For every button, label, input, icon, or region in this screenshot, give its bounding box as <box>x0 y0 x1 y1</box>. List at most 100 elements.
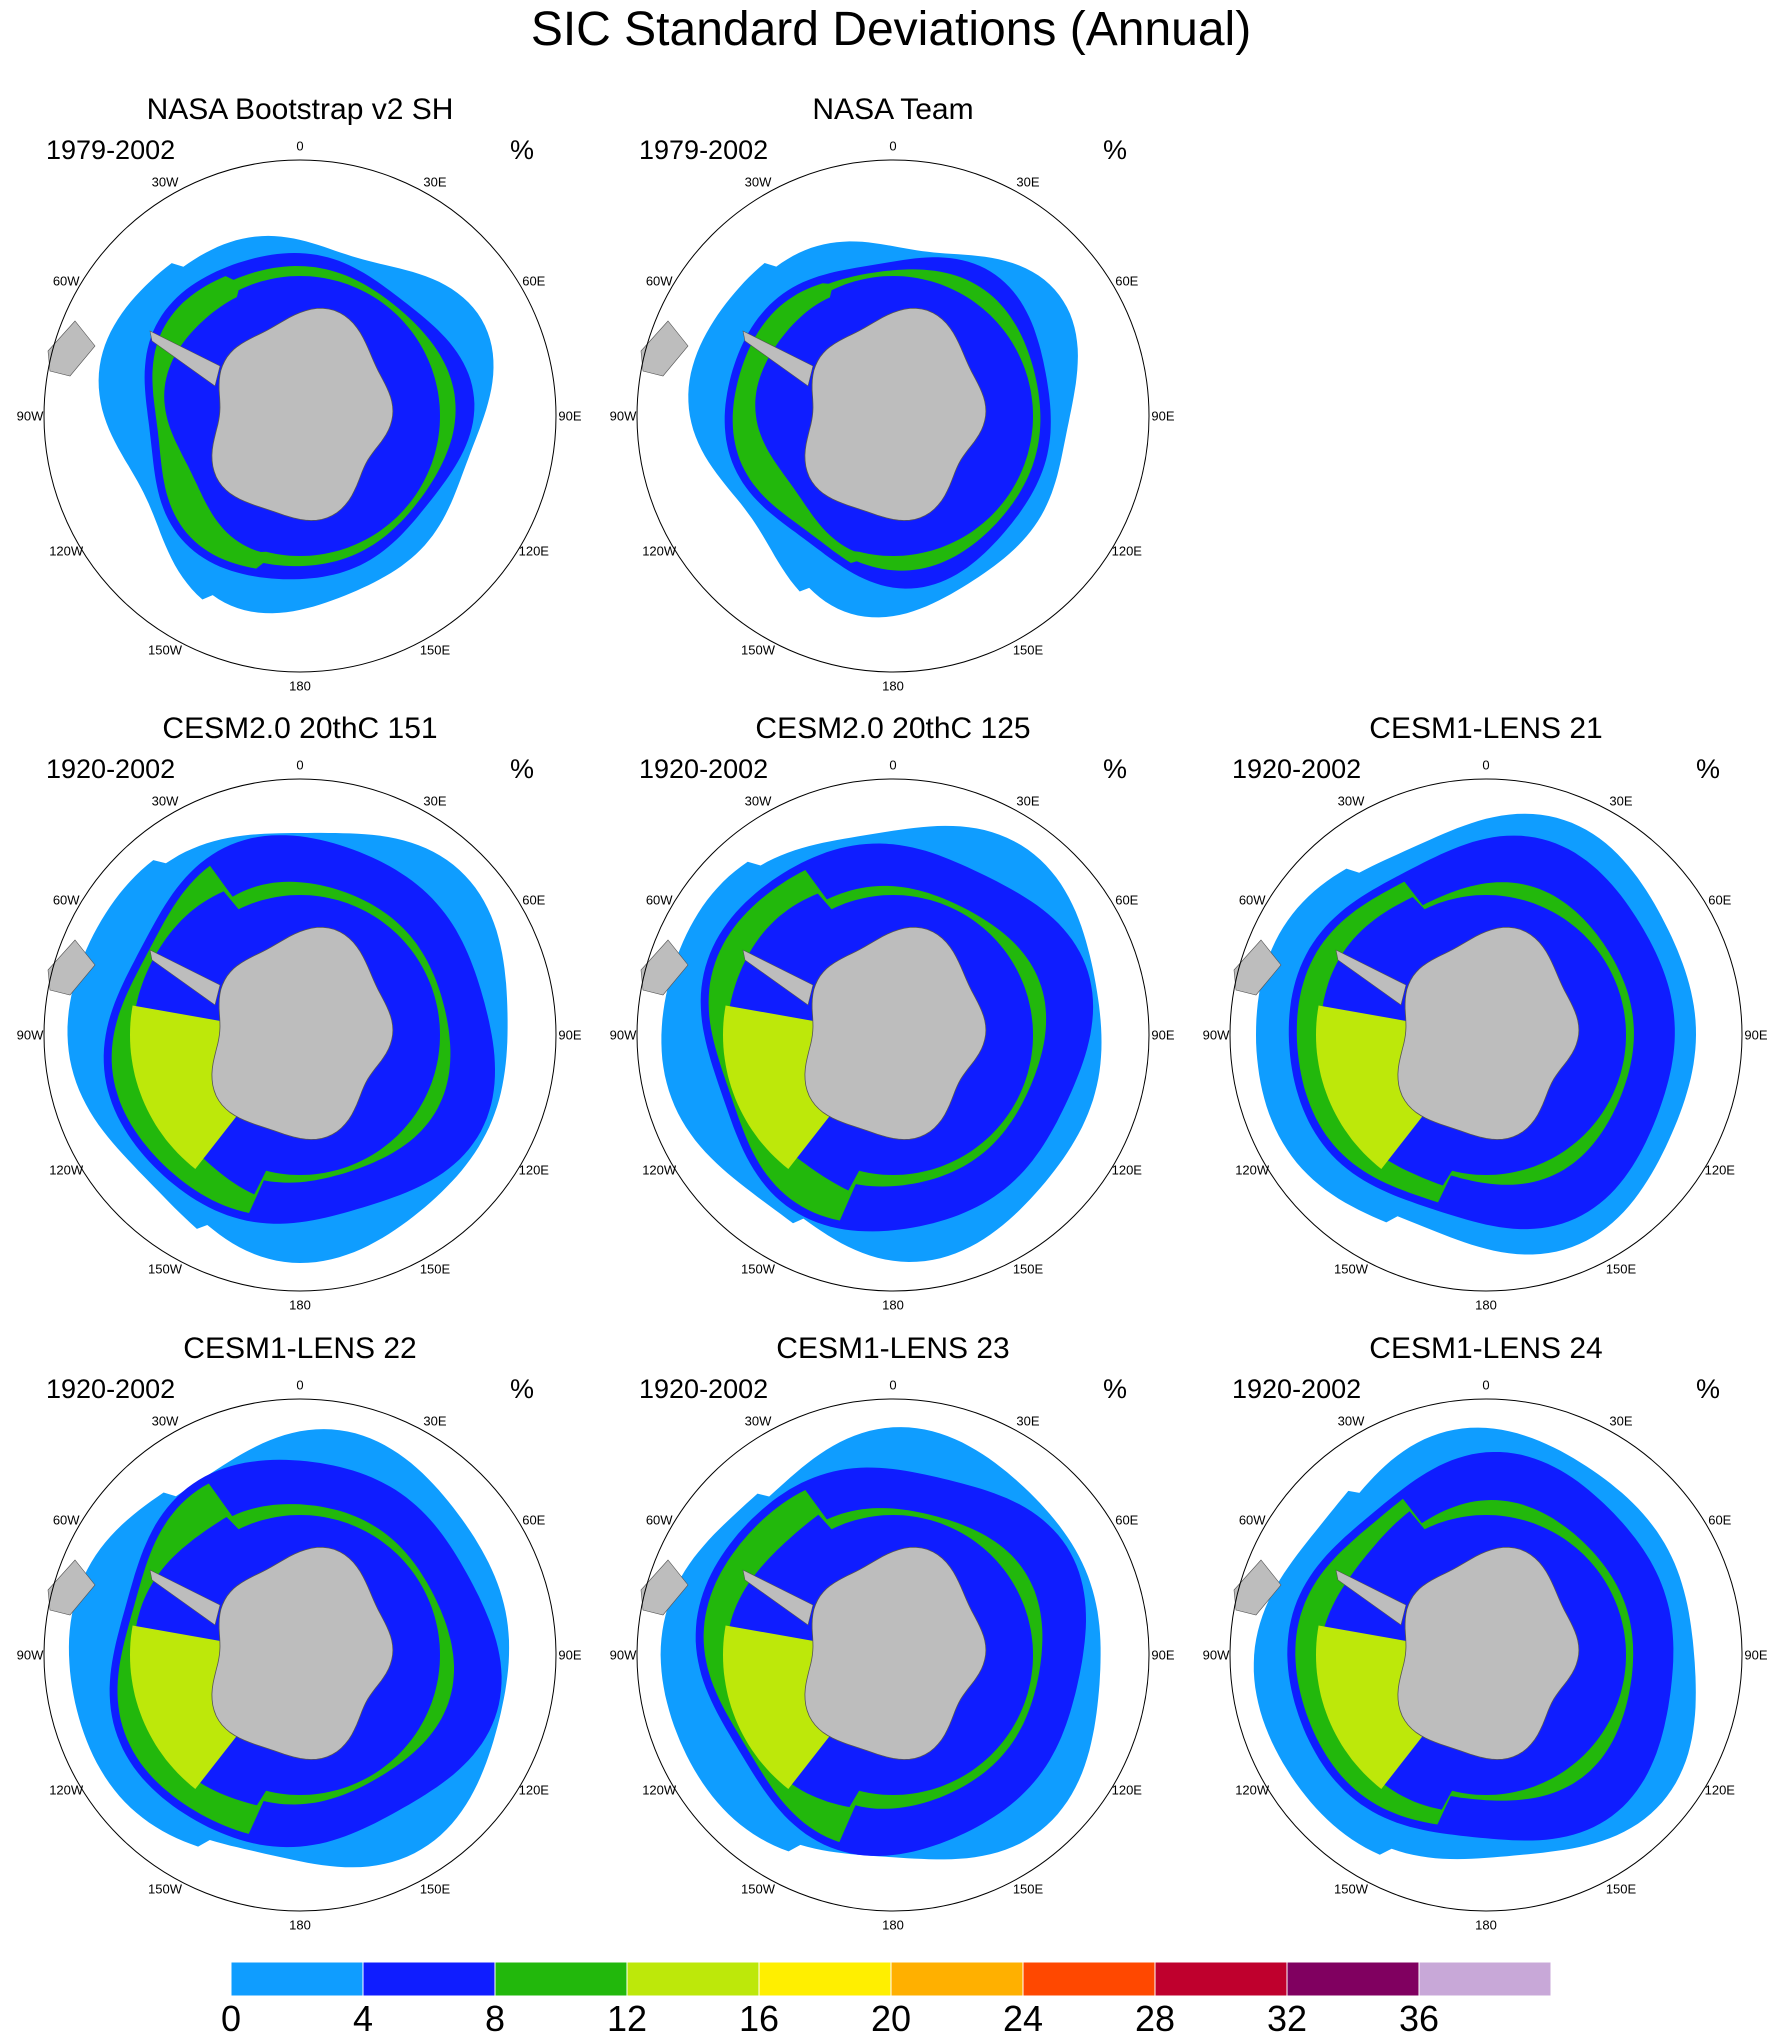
colorbar-label: 24 <box>1002 1998 1044 2039</box>
longitude-label: 150W <box>148 642 182 658</box>
longitude-label: 60E <box>522 1512 546 1528</box>
map-boundary <box>43 778 557 1292</box>
longitude-label: 180 <box>289 1917 311 1933</box>
longitude-label: 0 <box>1482 1377 1490 1393</box>
longitude-label: 30E <box>1016 1413 1040 1429</box>
longitude-label: 120W <box>49 1782 84 1798</box>
longitude-label: 90E <box>558 408 582 424</box>
colorbar-label: 20 <box>870 1998 912 2039</box>
longitude-label: 120E <box>518 1162 549 1178</box>
longitude-label: 150W <box>148 1881 182 1897</box>
longitude-label: 60E <box>1115 892 1139 908</box>
map-boundary <box>636 778 1150 1292</box>
longitude-label: 90E <box>1744 1647 1768 1663</box>
panel-title: NASA Bootstrap v2 SH <box>146 93 454 126</box>
longitude-label: 30E <box>423 793 447 809</box>
longitude-label: 90W <box>609 1647 637 1663</box>
polar-map <box>43 1398 557 1912</box>
colorbar-label: 28 <box>1134 1998 1176 2039</box>
longitude-label: 60W <box>645 1512 673 1528</box>
panel-period: 1979-2002 <box>639 135 769 165</box>
longitude-label: 60E <box>522 892 546 908</box>
peninsula-land <box>742 1569 814 1626</box>
map-panel: CESM1-LENS 21 1920-2002% 0 30E 60E 90E 120E 150… <box>1186 712 1782 1370</box>
longitude-label: 30E <box>1609 793 1633 809</box>
longitude-label: 0 <box>296 1377 304 1393</box>
peninsula-land <box>149 330 221 387</box>
longitude-label: 30E <box>423 1413 447 1429</box>
longitude-label: 90W <box>16 1647 44 1663</box>
panel-period: 1920-2002 <box>1232 1374 1362 1404</box>
longitude-label: 120W <box>49 543 84 559</box>
peninsula-land <box>742 949 814 1006</box>
panel-title: CESM1-LENS 21 <box>1369 712 1603 745</box>
longitude-label: 30W <box>151 174 179 190</box>
south-america-land <box>1233 1559 1282 1616</box>
longitude-label: 60W <box>52 892 80 908</box>
longitude-label: 0 <box>296 138 304 154</box>
south-america-land <box>47 1559 96 1616</box>
longitude-label: 150E <box>1605 1881 1637 1897</box>
longitude-label: 90W <box>609 408 637 424</box>
colorbar-swatch <box>1154 1962 1288 1996</box>
panel-title: CESM1-LENS 24 <box>1369 1332 1603 1365</box>
panel-units: % <box>1103 135 1128 165</box>
antarctica-land <box>211 926 394 1140</box>
longitude-label: 90E <box>1744 1027 1768 1043</box>
longitude-label: 120W <box>1235 1782 1270 1798</box>
colorbar-swatch <box>1286 1962 1420 1996</box>
longitude-label: 90E <box>1151 1647 1175 1663</box>
antarctica-land <box>211 1546 394 1760</box>
longitude-label: 60W <box>645 892 673 908</box>
figure-title: SIC Standard Deviations (Annual) <box>530 3 1252 56</box>
longitude-label: 180 <box>1475 1917 1497 1933</box>
colorbar-label: 32 <box>1266 1998 1308 2039</box>
colorbar-swatch <box>494 1962 628 1996</box>
longitude-label: 90W <box>1202 1027 1230 1043</box>
longitude-label: 120E <box>1704 1162 1735 1178</box>
colorbar-label: 4 <box>352 1998 374 2039</box>
longitude-label: 180 <box>882 1297 904 1313</box>
longitude-label: 150E <box>419 1881 451 1897</box>
colorbar-label: 16 <box>738 1998 780 2039</box>
longitude-label: 30W <box>744 174 772 190</box>
longitude-label: 90E <box>558 1647 582 1663</box>
colorbar-label: 0 <box>220 1998 242 2039</box>
peninsula-land <box>742 330 814 387</box>
longitude-label: 30E <box>1016 174 1040 190</box>
longitude-label: 90E <box>1151 408 1175 424</box>
peninsula-land <box>1335 1569 1407 1626</box>
peninsula-land <box>1335 949 1407 1006</box>
longitude-label: 120W <box>642 1782 677 1798</box>
longitude-label: 60E <box>1708 892 1732 908</box>
panel-units: % <box>510 135 535 165</box>
panel-units: % <box>1696 1374 1721 1404</box>
longitude-label: 30W <box>744 1413 772 1429</box>
longitude-label: 120E <box>1111 1162 1142 1178</box>
panel-period: 1979-2002 <box>46 135 176 165</box>
map-panel: CESM1-LENS 23 1920-2002% 0 30E 60E 90E 120E 150… <box>593 1332 1193 1990</box>
colorbar-swatch <box>362 1962 496 1996</box>
longitude-label: 180 <box>289 1297 311 1313</box>
map-boundary <box>636 159 1150 673</box>
longitude-label: 150W <box>741 642 775 658</box>
longitude-label: 150W <box>1334 1261 1368 1277</box>
south-america-land <box>47 939 96 996</box>
longitude-label: 60W <box>1238 892 1266 908</box>
longitude-label: 90W <box>1202 1647 1230 1663</box>
longitude-label: 60W <box>52 273 80 289</box>
longitude-label: 30W <box>1337 793 1365 809</box>
panel-units: % <box>510 1374 535 1404</box>
antarctica-land <box>1397 926 1580 1140</box>
polar-map <box>43 159 557 673</box>
longitude-label: 30E <box>1016 793 1040 809</box>
longitude-label: 150E <box>419 1261 451 1277</box>
longitude-label: 180 <box>882 1917 904 1933</box>
colorbar-swatch <box>1022 1962 1156 1996</box>
panel-title: CESM2.0 20thC 151 <box>162 712 438 745</box>
colorbar-swatch <box>890 1962 1024 1996</box>
map-boundary <box>1229 778 1743 1292</box>
colorbar-label: 36 <box>1398 1998 1440 2039</box>
longitude-label: 60W <box>1238 1512 1266 1528</box>
longitude-label: 60E <box>1115 273 1139 289</box>
